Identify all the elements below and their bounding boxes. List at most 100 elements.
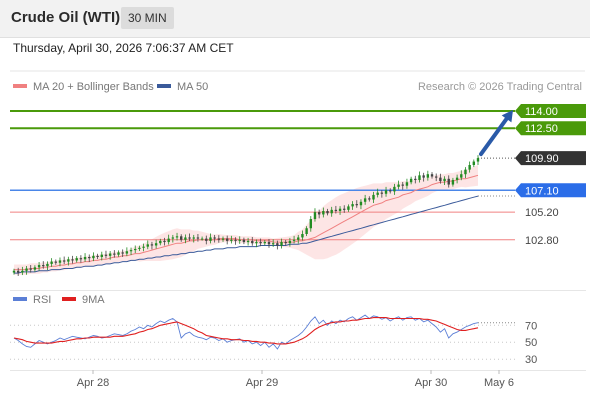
candle-body <box>225 238 229 241</box>
forecast-arrow-shaft <box>479 116 509 157</box>
candle-body <box>88 257 91 259</box>
ma20-line <box>14 174 479 271</box>
x-tick-label: Apr 28 <box>77 377 109 389</box>
resistance-level-label-1: 112.50 <box>525 123 558 135</box>
candle-body <box>443 178 446 182</box>
candle <box>384 186 388 197</box>
candle <box>180 234 183 242</box>
candle-body <box>171 237 175 239</box>
rsi-panel: 70 50 30 <box>10 314 537 366</box>
candle-body <box>16 270 20 273</box>
rsi-tick-label: 50 <box>525 337 537 349</box>
candle <box>326 208 329 216</box>
candle <box>288 237 292 247</box>
candle-body <box>330 209 333 214</box>
rsi-legend-label: RSI <box>33 294 51 306</box>
candle <box>159 238 162 246</box>
x-tick-label: Apr 30 <box>415 377 447 389</box>
candle-body <box>255 242 258 244</box>
candle-body <box>75 258 78 261</box>
candle <box>25 265 28 275</box>
candle <box>37 262 41 271</box>
candle <box>322 207 325 218</box>
candle <box>96 253 99 260</box>
candle-body <box>62 260 66 262</box>
candle-body <box>322 211 325 215</box>
pivot-price-badge-3 <box>515 183 586 198</box>
candle <box>434 173 438 182</box>
candle <box>146 240 149 250</box>
candle-body <box>384 190 388 194</box>
candle-body <box>184 237 187 240</box>
candle <box>71 255 74 264</box>
candle-body <box>46 263 49 267</box>
candle-body <box>409 178 413 183</box>
candle-body <box>230 239 233 241</box>
candle-body <box>37 265 41 268</box>
candle <box>309 216 312 232</box>
interval-button[interactable]: 30 MIN <box>121 7 174 29</box>
candle-body <box>25 268 28 271</box>
candle <box>234 237 237 245</box>
candle-body <box>221 238 225 240</box>
candle <box>397 180 400 190</box>
candle-body <box>175 236 179 238</box>
candle <box>422 172 425 182</box>
candle-body <box>380 192 384 194</box>
candle-body <box>359 201 363 206</box>
rsi-ma-line <box>13 317 479 345</box>
resistance-price-badge-0 <box>515 103 586 118</box>
candle <box>16 267 20 276</box>
candle <box>58 257 62 267</box>
candle <box>200 236 204 241</box>
candle-body <box>104 254 108 256</box>
candle-body <box>476 158 480 162</box>
candle <box>171 234 175 243</box>
candle <box>426 170 430 181</box>
candle-body <box>338 208 342 211</box>
candle-body <box>100 254 103 257</box>
candle-body <box>263 242 267 244</box>
candle-body <box>343 208 346 210</box>
candle-body <box>376 192 379 195</box>
candle <box>376 188 379 198</box>
candle <box>359 199 363 210</box>
candle <box>443 176 446 186</box>
candle <box>75 256 78 263</box>
candle <box>113 250 116 258</box>
candle-body <box>251 240 254 244</box>
candle <box>476 155 480 165</box>
candle <box>196 234 200 242</box>
candle-body <box>234 239 237 241</box>
candle <box>338 206 342 215</box>
candle-body <box>393 186 396 192</box>
ma20-legend-swatch <box>13 84 27 88</box>
rsi-ma-legend-swatch <box>62 297 76 301</box>
candle-body <box>134 248 137 251</box>
candle <box>305 226 308 237</box>
candle <box>184 234 187 244</box>
candle-body <box>430 174 434 177</box>
credit-text: Research © 2026 Trading Central <box>418 81 582 93</box>
candle-body <box>439 177 442 182</box>
support-level-label-5: 102.80 <box>525 235 559 247</box>
candle-body <box>418 175 421 180</box>
candle <box>175 232 179 241</box>
candle <box>389 188 392 194</box>
candle-body <box>267 242 271 245</box>
support-level-label-4: 105.20 <box>525 207 559 219</box>
candle <box>313 208 317 222</box>
candle-body <box>29 268 32 270</box>
candle-body <box>83 257 87 260</box>
candle-body <box>309 219 312 229</box>
candle <box>455 174 459 184</box>
candle <box>54 259 58 265</box>
candle <box>259 238 262 247</box>
candle <box>213 234 216 243</box>
candle-body <box>422 175 425 178</box>
candle-body <box>108 253 112 256</box>
candle-body <box>472 161 476 165</box>
candle <box>276 240 279 250</box>
candle-body <box>150 244 154 246</box>
candle <box>205 235 208 245</box>
